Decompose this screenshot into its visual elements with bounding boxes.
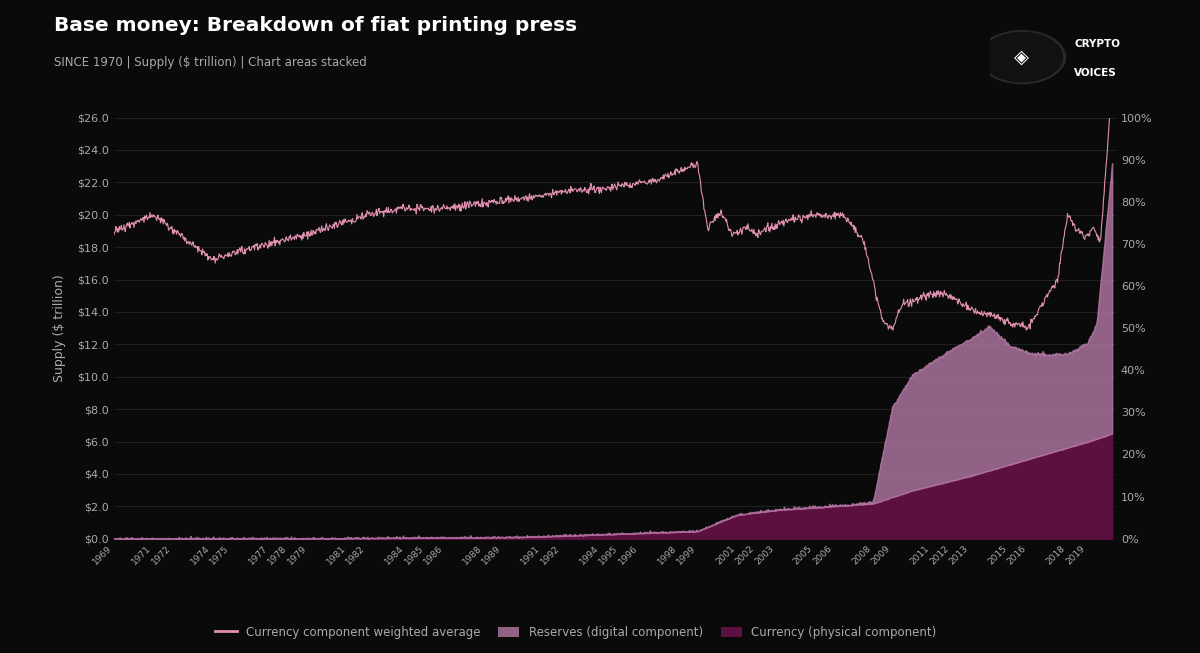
Text: VOICES: VOICES xyxy=(1074,68,1117,78)
Text: ◈: ◈ xyxy=(1014,48,1030,67)
Circle shape xyxy=(982,33,1062,82)
Text: Base money: Breakdown of fiat printing press: Base money: Breakdown of fiat printing p… xyxy=(54,16,577,35)
Y-axis label: Supply ($ trillion): Supply ($ trillion) xyxy=(53,274,66,382)
Text: SINCE 1970 | Supply ($ trillion) | Chart areas stacked: SINCE 1970 | Supply ($ trillion) | Chart… xyxy=(54,56,367,69)
Legend: Currency component weighted average, Reserves (digital component), Currency (phy: Currency component weighted average, Res… xyxy=(210,622,942,644)
Circle shape xyxy=(978,31,1066,84)
Text: CRYPTO: CRYPTO xyxy=(1074,39,1120,49)
